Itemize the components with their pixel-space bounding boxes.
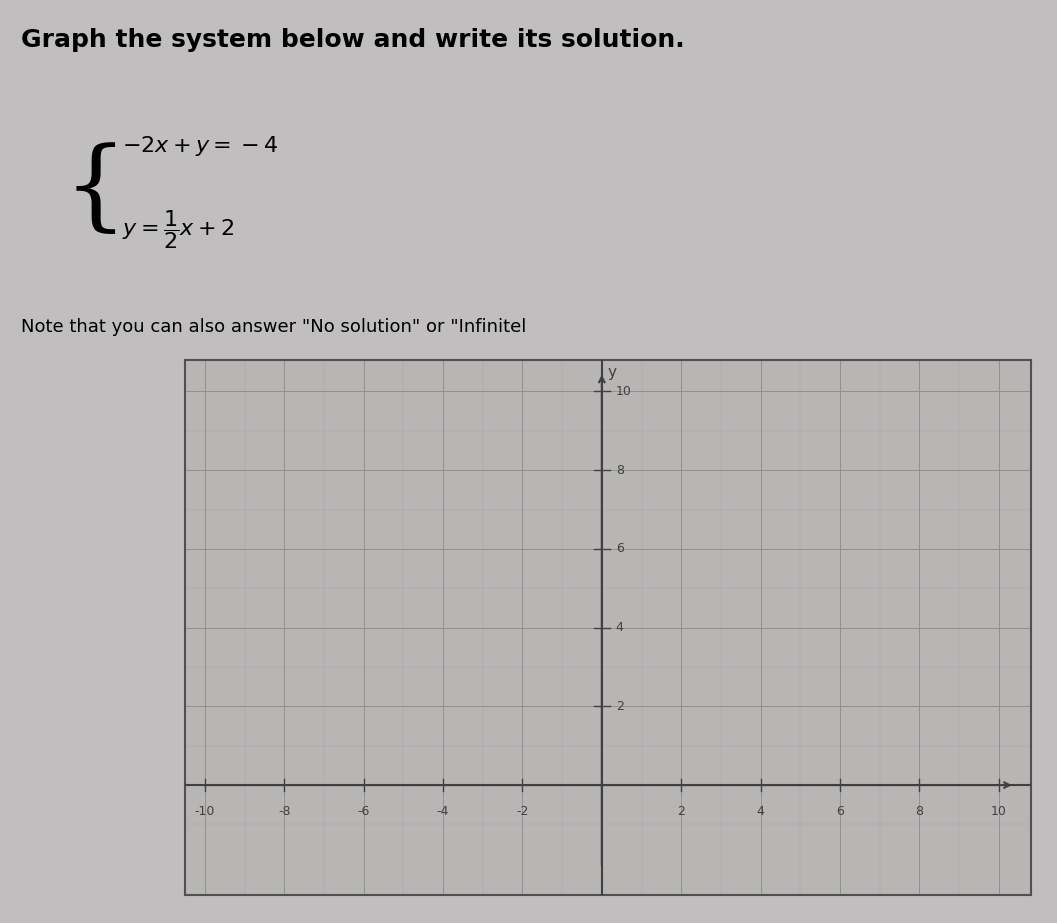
Text: $-2x+y=-4$: $-2x+y=-4$	[122, 134, 278, 158]
Text: -2: -2	[516, 805, 528, 818]
Text: -10: -10	[194, 805, 215, 818]
Text: 4: 4	[616, 621, 624, 634]
Text: -4: -4	[437, 805, 449, 818]
Text: -6: -6	[357, 805, 370, 818]
Text: 10: 10	[616, 385, 632, 398]
Text: 2: 2	[616, 700, 624, 713]
Text: -8: -8	[278, 805, 291, 818]
Text: 4: 4	[757, 805, 764, 818]
Text: 8: 8	[915, 805, 924, 818]
Text: y: y	[607, 365, 616, 379]
Text: 6: 6	[616, 543, 624, 556]
Text: $y=\dfrac{1}{2}x+2$: $y=\dfrac{1}{2}x+2$	[122, 208, 234, 251]
Text: 10: 10	[990, 805, 1006, 818]
Text: 8: 8	[616, 463, 624, 476]
Text: 6: 6	[836, 805, 843, 818]
Text: {: {	[63, 143, 127, 239]
Text: Graph the system below and write its solution.: Graph the system below and write its sol…	[21, 28, 685, 52]
Text: 2: 2	[678, 805, 685, 818]
Text: Note that you can also answer "No solution" or "Infinitel: Note that you can also answer "No soluti…	[21, 318, 526, 337]
